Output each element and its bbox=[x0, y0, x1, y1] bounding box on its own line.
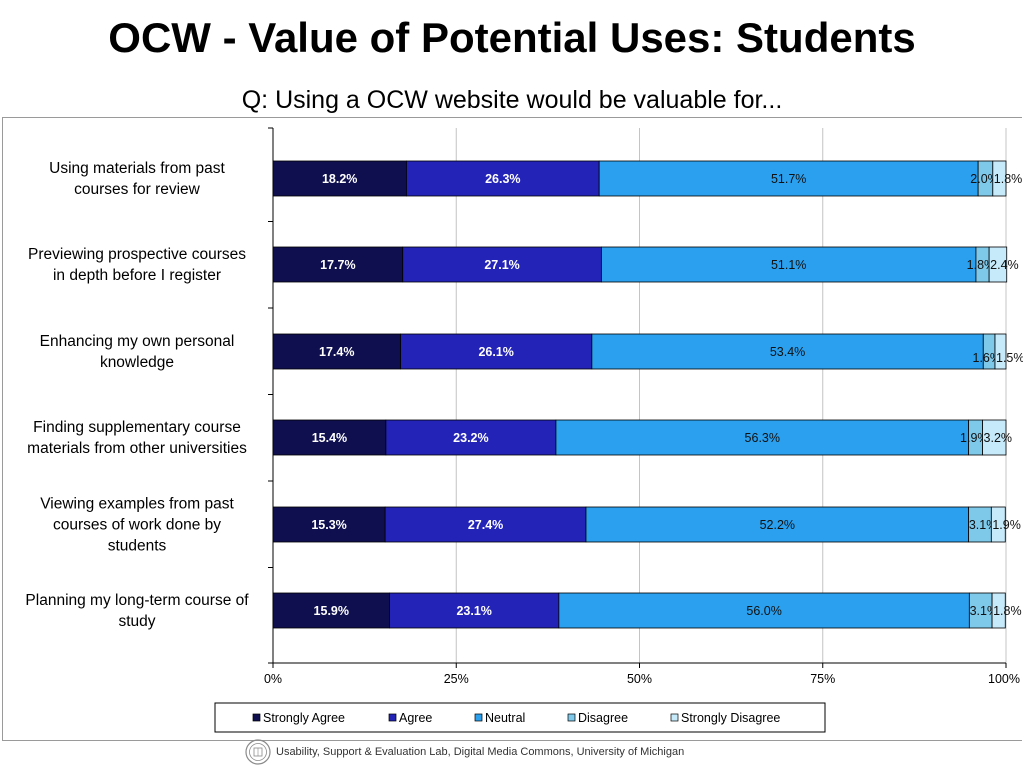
data-label: 26.3% bbox=[485, 172, 520, 186]
category-label: study bbox=[118, 613, 155, 630]
bar-segment bbox=[389, 592, 560, 629]
page-title: OCW - Value of Potential Uses: Students bbox=[108, 14, 916, 61]
category-label: Using materials from past bbox=[49, 160, 225, 177]
category-label: Enhancing my own personal bbox=[40, 333, 235, 350]
category-label: Previewing prospective courses bbox=[28, 246, 246, 263]
data-label: 3.2% bbox=[984, 431, 1013, 445]
legend-entry: Neutral bbox=[485, 711, 525, 725]
bar-segment bbox=[406, 160, 600, 197]
category-label: Planning my long-term course of bbox=[25, 592, 249, 609]
bar-segment bbox=[272, 246, 404, 283]
x-tick-label: 75% bbox=[810, 672, 835, 686]
bar-segment bbox=[994, 333, 1007, 370]
data-label: 1.5% bbox=[996, 351, 1023, 365]
bar-segment bbox=[990, 506, 1006, 543]
data-label: 27.4% bbox=[468, 518, 503, 532]
legend-swatch bbox=[567, 713, 576, 722]
bar-segment bbox=[591, 333, 984, 370]
legend-entry: Agree bbox=[399, 711, 432, 725]
legend-swatch bbox=[670, 713, 679, 722]
bar-segment bbox=[585, 506, 970, 543]
bar-segment bbox=[991, 592, 1006, 629]
bar-segment bbox=[982, 419, 1007, 456]
legend-entry: Strongly Agree bbox=[263, 711, 345, 725]
page-subtitle: Q: Using a OCW website would be valuable… bbox=[241, 86, 783, 114]
legend-swatch bbox=[388, 713, 397, 722]
x-tick-label: 100% bbox=[988, 672, 1020, 686]
data-label: 53.4% bbox=[770, 345, 805, 359]
data-label: 51.1% bbox=[771, 258, 806, 272]
bar-segment bbox=[272, 506, 386, 543]
footer: Usability, Support & Evaluation Lab, Dig… bbox=[244, 738, 684, 766]
data-label: 23.2% bbox=[453, 431, 488, 445]
category-label: materials from other universities bbox=[27, 440, 247, 457]
legend-swatch bbox=[474, 713, 483, 722]
university-seal-icon bbox=[245, 739, 271, 765]
category-label: courses for review bbox=[74, 181, 201, 198]
data-label: 1.9% bbox=[960, 431, 989, 445]
data-label: 3.1% bbox=[969, 518, 998, 532]
bar-segment bbox=[272, 419, 387, 456]
data-label: 1.6% bbox=[973, 351, 1002, 365]
data-label: 1.8% bbox=[994, 172, 1023, 186]
data-label: 51.7% bbox=[771, 172, 806, 186]
category-label: knowledge bbox=[100, 354, 174, 371]
data-label: 56.3% bbox=[745, 431, 780, 445]
category-label: Finding supplementary course bbox=[33, 419, 241, 436]
bar-segment bbox=[272, 592, 390, 629]
bar-segment bbox=[558, 592, 970, 629]
data-label: 17.4% bbox=[319, 345, 354, 359]
legend-box bbox=[214, 702, 826, 733]
bar-segment bbox=[384, 506, 587, 543]
data-label: 52.2% bbox=[760, 518, 795, 532]
bar-segment bbox=[385, 419, 557, 456]
footer-credit: Usability, Support & Evaluation Lab, Dig… bbox=[276, 746, 685, 758]
data-label: 1.8% bbox=[967, 258, 996, 272]
category-label: courses of work done by bbox=[53, 517, 221, 534]
data-label: 26.1% bbox=[478, 345, 513, 359]
data-label: 18.2% bbox=[322, 172, 357, 186]
data-label: 17.7% bbox=[320, 258, 355, 272]
data-label: 1.9% bbox=[992, 518, 1021, 532]
data-label: 27.1% bbox=[484, 258, 519, 272]
bar-segment bbox=[555, 419, 970, 456]
x-tick-label: 0% bbox=[264, 672, 282, 686]
bar-segment bbox=[400, 333, 593, 370]
bar-segment bbox=[272, 333, 401, 370]
stacked-bar-chart: 0% 25% 50% 75% 100%18.2% 26.3% 51.7% 2.0%1.8%Us… bbox=[25, 127, 1023, 733]
data-label: 23.1% bbox=[456, 604, 491, 618]
category-label: in depth before I register bbox=[53, 267, 221, 284]
data-label: 15.4% bbox=[312, 431, 347, 445]
data-label: 56.0% bbox=[746, 604, 781, 618]
bar-segment bbox=[988, 246, 1008, 283]
legend-entry: Strongly Disagree bbox=[681, 711, 780, 725]
legend-swatch bbox=[252, 713, 261, 722]
x-tick-label: 25% bbox=[444, 672, 469, 686]
category-label: students bbox=[108, 538, 167, 555]
data-label: 2.4% bbox=[990, 258, 1019, 272]
data-label: 15.9% bbox=[314, 604, 349, 618]
data-label: 1.8% bbox=[993, 604, 1022, 618]
data-label: 2.0% bbox=[970, 172, 999, 186]
x-tick-label: 50% bbox=[627, 672, 652, 686]
category-label: Viewing examples from past bbox=[40, 496, 234, 513]
bar-segment bbox=[992, 160, 1007, 197]
legend-entry: Disagree bbox=[578, 711, 628, 725]
bar-segment bbox=[402, 246, 602, 283]
bar-segment bbox=[598, 160, 979, 197]
data-label: 3.1% bbox=[970, 604, 999, 618]
bar-segment bbox=[272, 160, 407, 197]
chart-frame: 0% 25% 50% 75% 100% 18.2% 26.3% 51.7% 2.0% 1.8% Us… bbox=[2, 117, 1023, 741]
bar-segment bbox=[600, 246, 977, 283]
data-label: 15.3% bbox=[311, 518, 346, 532]
